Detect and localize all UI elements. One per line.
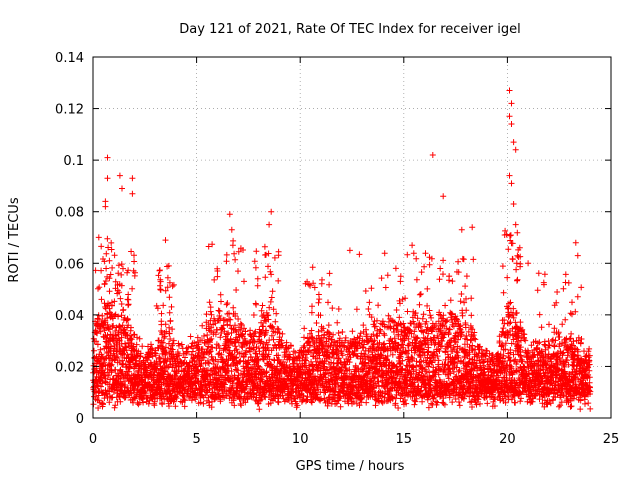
x-tick-label: 15 <box>396 432 413 447</box>
y-tick-label: 0 <box>76 412 84 427</box>
y-tick-label: 0.12 <box>55 103 84 118</box>
y-axis-label: ROTI / TECUs <box>7 197 22 282</box>
x-tick-label: 20 <box>499 432 516 447</box>
y-tick-label: 0.02 <box>55 360 84 375</box>
ticks: 0 5 10 15 20 25 0 0.02 0.04 0.06 0.08 0.1 0.12 0.14 <box>55 51 619 447</box>
y-tick-label: 0.14 <box>55 51 84 66</box>
x-axis-label: GPS time / hours <box>296 459 405 474</box>
plot-frame <box>92 56 612 419</box>
y-tick-label: 0.1 <box>63 154 84 169</box>
y-tick-label: 0.06 <box>55 257 84 272</box>
y-tick-label: 0.08 <box>55 206 84 221</box>
x-tick-label: 10 <box>292 432 309 447</box>
x-tick-label: 25 <box>603 432 620 447</box>
x-tick-label: 0 <box>89 432 97 447</box>
x-tick-label: 5 <box>192 432 200 447</box>
chart-title: Day 121 of 2021, Rate Of TEC Index for r… <box>179 22 520 37</box>
y-tick-label: 0.04 <box>55 309 84 324</box>
